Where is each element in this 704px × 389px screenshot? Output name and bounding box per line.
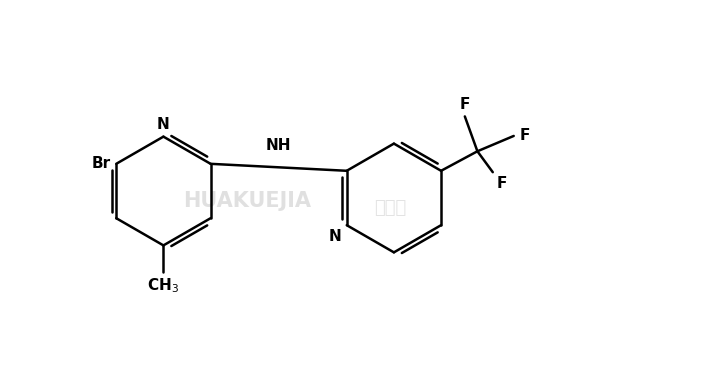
Text: HUAKUEJIA: HUAKUEJIA <box>183 191 311 212</box>
Text: F: F <box>460 97 470 112</box>
Text: F: F <box>520 128 529 144</box>
Text: N: N <box>157 117 170 132</box>
Text: 化学加: 化学加 <box>375 200 406 217</box>
Text: F: F <box>497 176 508 191</box>
Text: CH$_3$: CH$_3$ <box>147 277 180 296</box>
Text: NH: NH <box>266 138 291 153</box>
Text: N: N <box>328 229 341 244</box>
Text: Br: Br <box>92 156 111 171</box>
